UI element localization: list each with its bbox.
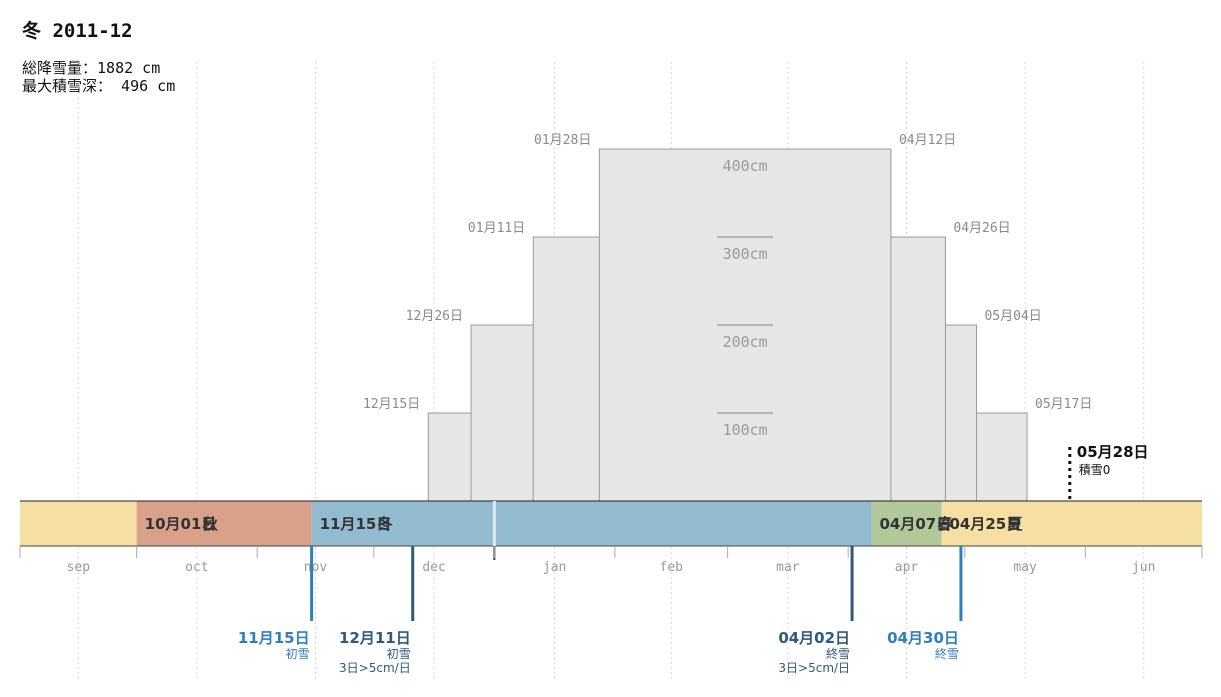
season-start-label: 04月25日 <box>949 515 1021 533</box>
level-end-date: 04月26日 <box>953 221 1010 236</box>
snow-event-date: 04月30日 <box>887 629 959 647</box>
snow-event-note: 3日>5cm/日 <box>339 661 411 675</box>
season-band <box>20 501 137 546</box>
level-end-date: 05月04日 <box>984 309 1041 324</box>
month-label: feb <box>660 560 684 575</box>
season-band <box>311 501 872 546</box>
snow-event-date: 04月02日 <box>778 629 850 647</box>
chart-title: 冬 2011-12 <box>22 20 133 42</box>
season-start-label: 11月15日 <box>320 515 392 533</box>
season-start-label: 10月01日 <box>145 515 217 533</box>
level-start-date: 12月15日 <box>363 397 420 412</box>
snow-end-date: 05月28日 <box>1077 443 1149 461</box>
season-band <box>871 501 942 546</box>
snow-end-sub: 積雪0 <box>1079 462 1111 477</box>
season-name: 春 <box>938 515 953 533</box>
max-depth-value: 496 cm <box>112 77 176 95</box>
snow-event-date: 12月11日 <box>339 629 411 647</box>
level-label: 200cm <box>723 333 768 351</box>
level-start-date: 01月11日 <box>468 221 525 236</box>
month-label: oct <box>185 560 208 575</box>
snow-event-date: 11月15日 <box>238 629 310 647</box>
month-label: may <box>1013 560 1037 575</box>
season-name: 冬 <box>378 515 393 533</box>
season-start-label: 04月07日 <box>880 515 952 533</box>
snow-event-kind: 終雪 <box>826 646 850 661</box>
level-label: 400cm <box>723 157 768 175</box>
max-depth-label: 最大積雪深： <box>22 77 113 95</box>
level-end-date: 05月17日 <box>1035 397 1092 412</box>
season-band <box>941 501 1202 546</box>
level-label: 100cm <box>723 421 768 439</box>
level-start-date: 12月26日 <box>406 309 463 324</box>
snow-event-kind: 初雪 <box>286 647 310 661</box>
month-label: dec <box>422 560 445 575</box>
month-label: apr <box>895 560 919 575</box>
month-label: mar <box>776 560 800 575</box>
snow-event-note: 3日>5cm/日 <box>778 661 850 675</box>
snow-event-kind: 初雪 <box>387 647 411 661</box>
level-start-date: 01月28日 <box>534 133 591 148</box>
season-name: 秋 <box>203 515 219 533</box>
month-label: jun <box>1132 560 1155 575</box>
level-end-date: 04月12日 <box>899 133 956 148</box>
level-label: 300cm <box>723 245 768 263</box>
season-band <box>136 501 312 546</box>
snow-event-kind: 終雪 <box>935 646 959 661</box>
month-label: nov <box>304 560 328 575</box>
season-name: 夏 <box>1006 515 1023 533</box>
month-label: sep <box>67 560 91 575</box>
total-snowfall-value: 1882 cm <box>97 59 161 77</box>
month-label: jan <box>543 560 566 575</box>
